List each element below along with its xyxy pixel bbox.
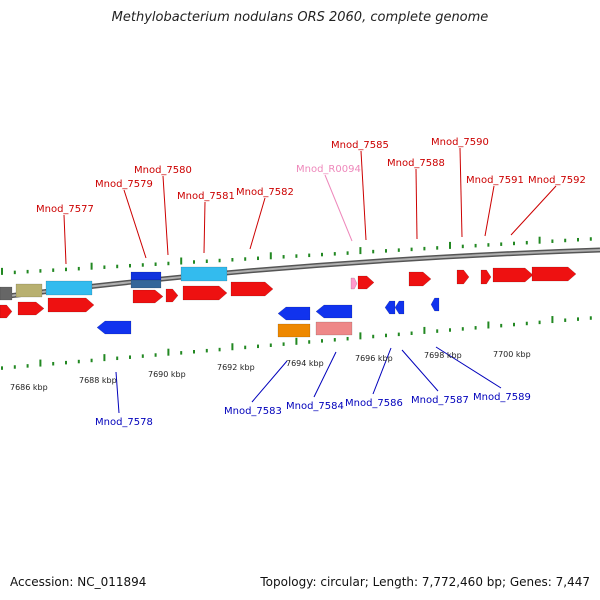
genome-summary-text: Topology: circular; Length: 7,772,460 bp… <box>260 575 590 589</box>
label-leader-line <box>123 189 147 259</box>
gene-label-mnod-7578[interactable]: Mnod_7578 <box>95 417 153 428</box>
label-leader-line <box>203 201 206 254</box>
gene-feature[interactable] <box>130 271 162 281</box>
gene-label-mnod-7579[interactable]: Mnod_7579 <box>95 179 153 190</box>
gene-features[interactable] <box>0 266 577 338</box>
kbp-label: 7692 kbp <box>217 363 255 372</box>
gene-feature[interactable] <box>17 301 45 316</box>
gene-label-mnod-7587[interactable]: Mnod_7587 <box>411 395 469 406</box>
label-leader-line <box>324 174 353 242</box>
gene-feature[interactable] <box>180 266 228 282</box>
gene-label-mnod-7586[interactable]: Mnod_7586 <box>345 398 403 409</box>
kbp-label: 7688 kbp <box>79 376 117 385</box>
gene-feature[interactable] <box>0 304 13 319</box>
label-leader-lines <box>63 147 557 414</box>
gene-feature[interactable] <box>277 323 311 338</box>
label-leader-line <box>251 360 288 403</box>
gene-feature[interactable] <box>430 297 440 312</box>
gene-feature[interactable] <box>15 283 43 298</box>
gene-feature[interactable] <box>96 320 132 335</box>
gene-feature[interactable] <box>130 279 162 289</box>
kbp-label: 7686 kbp <box>10 383 48 392</box>
inner-tick-ring <box>1 316 592 370</box>
gene-feature[interactable] <box>492 267 534 283</box>
label-leader-line <box>63 214 67 265</box>
gene-feature[interactable] <box>456 269 470 285</box>
gene-feature[interactable] <box>45 280 93 296</box>
label-leader-line <box>162 175 169 256</box>
label-leader-line <box>313 351 337 398</box>
gene-label-mnod-7582[interactable]: Mnod_7582 <box>236 187 294 198</box>
gene-feature[interactable] <box>394 300 405 315</box>
gene-label-mnod-7588[interactable]: Mnod_7588 <box>387 158 445 169</box>
genome-title: Methylobacterium nodulans ORS 2060, comp… <box>111 10 489 25</box>
gene-feature[interactable] <box>480 269 492 285</box>
outer-tick-ring <box>1 236 592 275</box>
label-leader-line <box>115 371 120 414</box>
gene-feature[interactable] <box>315 304 353 319</box>
accession-text: Accession: NC_011894 <box>10 575 147 589</box>
gene-feature[interactable] <box>0 286 13 301</box>
gene-label-mnod-7591[interactable]: Mnod_7591 <box>466 175 524 186</box>
label-leader-line <box>435 346 502 389</box>
gene-feature[interactable] <box>182 285 228 301</box>
gene-feature[interactable] <box>165 288 179 303</box>
gene-label-mnod-7585[interactable]: Mnod_7585 <box>331 140 389 151</box>
gene-feature[interactable] <box>408 271 432 287</box>
gene-label-mnod-7590[interactable]: Mnod_7590 <box>431 137 489 148</box>
gene-label-mnod-r0094[interactable]: Mnod_R0094 <box>296 164 361 175</box>
gene-label-mnod-7592[interactable]: Mnod_7592 <box>528 175 586 186</box>
gene-feature[interactable] <box>384 300 396 315</box>
gene-feature[interactable] <box>132 289 164 304</box>
label-leader-line <box>372 347 392 395</box>
kbp-label: 7698 kbp <box>424 351 462 360</box>
gene-feature[interactable] <box>230 281 274 297</box>
gene-label-mnod-7581[interactable]: Mnod_7581 <box>177 191 235 202</box>
label-leader-line <box>401 349 439 392</box>
label-leader-line <box>484 185 495 237</box>
gene-label-mnod-7577[interactable]: Mnod_7577 <box>36 204 94 215</box>
label-leader-line <box>249 197 266 250</box>
label-leader-line <box>510 185 557 236</box>
label-leader-line <box>360 150 367 241</box>
label-leader-line <box>415 168 418 240</box>
gene-feature[interactable] <box>315 321 353 336</box>
gene-feature[interactable] <box>47 297 95 313</box>
kbp-label: 7694 kbp <box>286 359 324 368</box>
kbp-label: 7700 kbp <box>493 350 531 359</box>
position-labels: 7686 kbp 7688 kbp 7690 kbp 7692 kbp 7694 kbp… <box>10 350 531 392</box>
rna-feature[interactable] <box>350 277 358 290</box>
gene-feature[interactable] <box>357 275 375 290</box>
kbp-label: 7696 kbp <box>355 354 393 363</box>
gene-feature[interactable] <box>277 306 311 321</box>
kbp-label: 7690 kbp <box>148 370 186 379</box>
gene-label-mnod-7589[interactable]: Mnod_7589 <box>473 392 531 403</box>
gene-label-mnod-7583[interactable]: Mnod_7583 <box>224 406 282 417</box>
label-leader-line <box>459 147 463 238</box>
gene-label-mnod-7584[interactable]: Mnod_7584 <box>286 401 344 412</box>
gene-feature[interactable] <box>531 266 577 282</box>
gene-label-mnod-7580[interactable]: Mnod_7580 <box>134 165 192 176</box>
